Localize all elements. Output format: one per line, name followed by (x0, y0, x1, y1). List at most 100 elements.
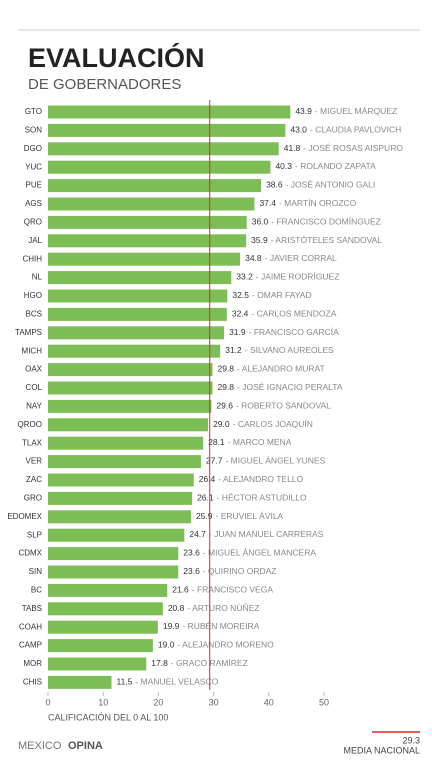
value-label: 31.2- SILVANO AUREOLES (225, 345, 334, 355)
y-tick-label: COL (26, 383, 43, 392)
governor-name: - ERUVIEL ÁVILA (216, 511, 284, 521)
value-label: 38.6- JOSÉ ANTONIO GALI (266, 180, 375, 190)
y-tick-label: GTO (25, 107, 42, 116)
y-tick-label: DGO (24, 144, 42, 153)
value-label: 43.9- MIGUEL MÁRQUEZ (295, 106, 397, 116)
value-label: 32.4- CARLOS MENDOZA (232, 309, 337, 319)
governor-name: - ROLANDO ZAPATA (295, 161, 376, 171)
y-tick-label: NAY (26, 402, 43, 411)
bar (48, 197, 255, 211)
value-label: 40.3- ROLANDO ZAPATA (275, 161, 376, 171)
governor-name: - FRANCISCO VEGA (192, 585, 274, 595)
y-tick-label: MICH (22, 346, 43, 355)
value-label: 26.4- ALEJANDRO TELLO (199, 474, 304, 484)
value-text: 24.7 (189, 529, 206, 539)
value-text: 29.6 (216, 401, 233, 411)
bar (48, 418, 209, 432)
value-label: 29.0- CARLOS JOAQUÍN (213, 419, 313, 429)
value-label: 19.9- RUBÉN MOREIRA (163, 621, 260, 631)
value-text: 34.8 (245, 253, 262, 263)
bar (48, 105, 291, 119)
value-label: 31.9- FRANCISCO GARCÍA (229, 327, 339, 337)
x-tick-label: 40 (264, 697, 274, 707)
bar (48, 399, 212, 413)
governor-name: - JAVIER CORRAL (265, 253, 337, 263)
value-label: 37.4- MARTÍN OROZCO (259, 198, 356, 208)
value-label: 25.9- ERUVIEL ÁVILA (196, 511, 284, 521)
value-label: 23.6- MIGUEL ÁNGEL MANCERA (183, 548, 316, 558)
value-text: 33.2 (236, 272, 253, 282)
chart-title: EVALUACIÓN (28, 42, 205, 73)
value-label: 27.7- MIGUEL ÁNGEL YUNES (206, 456, 326, 466)
bar (48, 215, 247, 229)
bar (48, 363, 213, 377)
value-text: 36.0 (252, 217, 269, 227)
value-text: 21.6 (172, 585, 189, 595)
bar (48, 675, 112, 689)
logo-part1: MEXICO (18, 740, 62, 752)
governor-name: - JOSÉ ROSAS AISPURO (303, 143, 403, 153)
y-tick-label: PUE (26, 181, 42, 190)
value-label: 34.8- JAVIER CORRAL (245, 253, 337, 263)
governor-name: - ALEJANDRO MORENO (177, 640, 274, 650)
bar (48, 252, 241, 266)
governor-name: - CARLOS MENDOZA (251, 309, 336, 319)
y-tick-label: BC (31, 586, 42, 595)
value-text: 43.9 (295, 106, 312, 116)
governor-name: - JOSÉ ANTONIO GALI (286, 180, 376, 190)
y-tick-label: QROO (18, 420, 42, 429)
value-text: 23.6 (183, 548, 200, 558)
y-tick-label: CHIS (23, 678, 42, 687)
bar (48, 657, 147, 671)
value-text: 28.1 (208, 437, 225, 447)
governor-name: - ROBERTO SANDOVAL (236, 401, 331, 411)
governor-name: - ALEJANDRO TELLO (218, 474, 303, 484)
y-tick-label: CDMX (18, 549, 42, 558)
governor-name: - CARLOS JOAQUÍN (233, 419, 313, 429)
value-label: 33.2- JAIME RODRÍGUEZ (236, 272, 339, 282)
bar (48, 510, 191, 524)
value-label: 19.0- ALEJANDRO MORENO (158, 640, 274, 650)
bar (48, 436, 204, 450)
governor-name: - MANUEL VELASCO (135, 677, 218, 687)
value-text: 37.4 (259, 198, 276, 208)
value-label: 26.1- HÉCTOR ASTUDILLO (197, 493, 307, 503)
y-tick-label: TABS (22, 604, 42, 613)
bar (48, 271, 232, 285)
value-text: 29.8 (217, 364, 234, 374)
bar (48, 473, 194, 487)
bar (48, 307, 227, 321)
bar (48, 344, 221, 358)
chart-subtitle: DE GOBERNADORES (28, 76, 181, 93)
y-tick-label: JAL (28, 236, 42, 245)
y-tick-label: AGS (25, 199, 42, 208)
bar (48, 639, 153, 653)
y-tick-label: VER (26, 457, 43, 466)
y-tick-label: QRO (24, 218, 42, 227)
y-tick-label: MOR (23, 659, 42, 668)
logo-part2: OPINA (68, 740, 103, 752)
y-tick-label: SON (25, 126, 43, 135)
y-tick-label: BCS (26, 310, 42, 319)
legend-label: MEDIA NACIONAL (343, 745, 420, 755)
bar (48, 602, 163, 616)
bar (48, 565, 179, 579)
bar (48, 326, 225, 340)
x-axis-label: CALIFICACIÓN DEL 0 AL 100 (48, 712, 168, 722)
value-label: 29.8- JOSÉ IGNACIO PERALTA (217, 382, 342, 392)
value-text: 40.3 (275, 161, 292, 171)
bar (48, 142, 279, 156)
y-tick-label: GRO (24, 494, 42, 503)
value-text: 19.9 (163, 621, 180, 631)
governor-name: - OMAR FAYAD (252, 290, 312, 300)
value-text: 43.0 (290, 125, 307, 135)
bar (48, 547, 179, 561)
y-tick-label: EDOMEX (7, 512, 42, 521)
governor-name: - MIGUEL ÁNGEL MANCERA (203, 548, 317, 558)
value-text: 32.5 (232, 290, 249, 300)
value-label: 24.7- JUAN MANUEL CARRERAS (189, 529, 323, 539)
governor-name: - JAIME RODRÍGUEZ (256, 272, 340, 282)
bar (48, 583, 168, 597)
governor-name: - RUBÉN MOREIRA (182, 621, 259, 631)
